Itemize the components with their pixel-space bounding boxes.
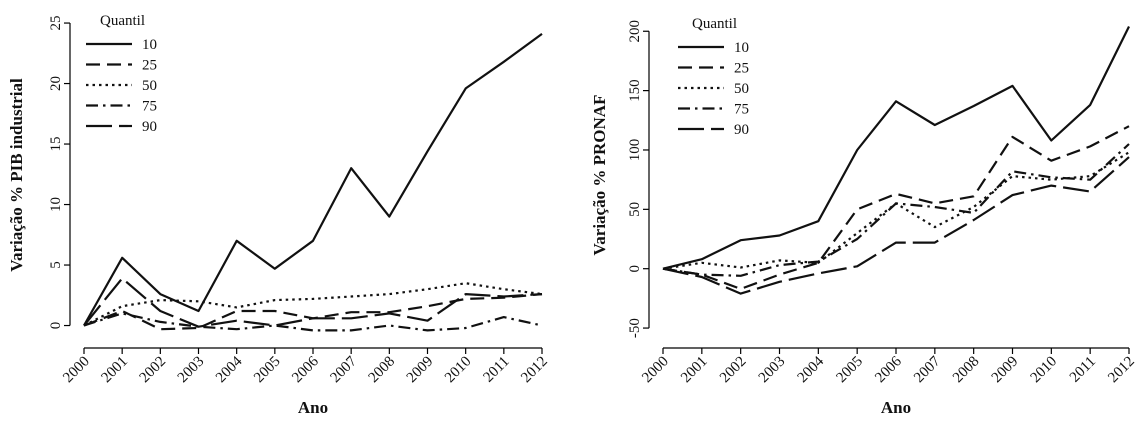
y-tick-label: 0 <box>627 265 643 273</box>
x-tick-label: 2003 <box>756 354 789 387</box>
y-axis-title: Variação % PRONAF <box>590 95 609 256</box>
y-tick-label: 10 <box>48 197 64 212</box>
y-tick-label: 200 <box>627 20 643 43</box>
legend-label-90: 90 <box>142 119 157 135</box>
x-tick-label: 2006 <box>289 353 322 386</box>
series-line-50 <box>662 151 1130 270</box>
x-tick-label: 2002 <box>137 354 170 387</box>
x-tick-label: 2005 <box>833 354 866 387</box>
legend-label-25: 25 <box>142 58 157 74</box>
legend-label-25: 25 <box>734 61 749 77</box>
x-tick-label: 2006 <box>872 353 905 386</box>
x-axis-title: Ano <box>298 398 328 417</box>
legend-title: Quantil <box>692 16 737 32</box>
x-tick-label: 2008 <box>950 354 983 387</box>
series-line-10 <box>662 26 1130 270</box>
y-tick-label: 5 <box>48 261 64 269</box>
x-tick-label: 2008 <box>366 354 399 387</box>
x-axis-title: Ano <box>881 398 911 417</box>
legend-title: Quantil <box>100 13 145 29</box>
x-tick-label: 2011 <box>1067 354 1099 386</box>
x-tick-label: 2010 <box>1028 354 1061 387</box>
x-tick-label: 2005 <box>251 354 284 387</box>
legend-label-50: 50 <box>142 78 157 94</box>
x-tick-label: 2009 <box>404 354 437 387</box>
y-tick-label: 15 <box>48 137 64 152</box>
legend: Quantil 10 25 50 75 90 <box>678 16 749 138</box>
series-line-10 <box>83 33 543 327</box>
series-line-90 <box>83 277 543 328</box>
x-tick-label: 2004 <box>213 353 246 386</box>
x-tick-label: 2003 <box>175 354 208 387</box>
y-tick-label: 25 <box>48 16 64 31</box>
x-tick-label: 2012 <box>518 354 551 387</box>
legend: Quantil 10 25 50 75 90 <box>86 13 157 135</box>
x-tick-label: 2000 <box>60 354 93 387</box>
x-tick-label: 2010 <box>442 354 475 387</box>
y-tick-label: 100 <box>627 139 643 162</box>
legend-label-10: 10 <box>142 37 157 53</box>
series-line-75 <box>662 143 1130 277</box>
x-tick-label: 2007 <box>327 353 360 386</box>
x-tick-label: 2011 <box>481 354 513 386</box>
x-tick-label: 2009 <box>989 354 1022 387</box>
legend-label-10: 10 <box>734 40 749 56</box>
legend-label-75: 75 <box>142 99 157 115</box>
x-tick-label: 2007 <box>911 353 944 386</box>
x-tick-label: 2000 <box>639 354 672 387</box>
series-line-75 <box>83 312 543 332</box>
x-tick-label: 2012 <box>1105 354 1138 387</box>
y-tick-label: 20 <box>48 76 64 91</box>
series-line-50 <box>83 282 543 327</box>
x-tick-label: 2001 <box>678 354 711 387</box>
legend-label-75: 75 <box>734 102 749 118</box>
x-tick-label: 2004 <box>795 353 828 386</box>
series-line-25 <box>662 125 1130 290</box>
y-axis-title: Variação % PIB industrial <box>7 78 26 272</box>
y-tick-label: 50 <box>627 202 643 217</box>
series-line-90 <box>662 156 1130 295</box>
y-tick-label: -50 <box>627 318 643 338</box>
y-tick-label: 0 <box>48 322 64 330</box>
y-tick-label: 150 <box>627 79 643 102</box>
legend-label-90: 90 <box>734 122 749 138</box>
x-tick-label: 2002 <box>717 354 750 387</box>
x-tick-label: 2001 <box>98 354 131 387</box>
legend-label-50: 50 <box>734 81 749 97</box>
